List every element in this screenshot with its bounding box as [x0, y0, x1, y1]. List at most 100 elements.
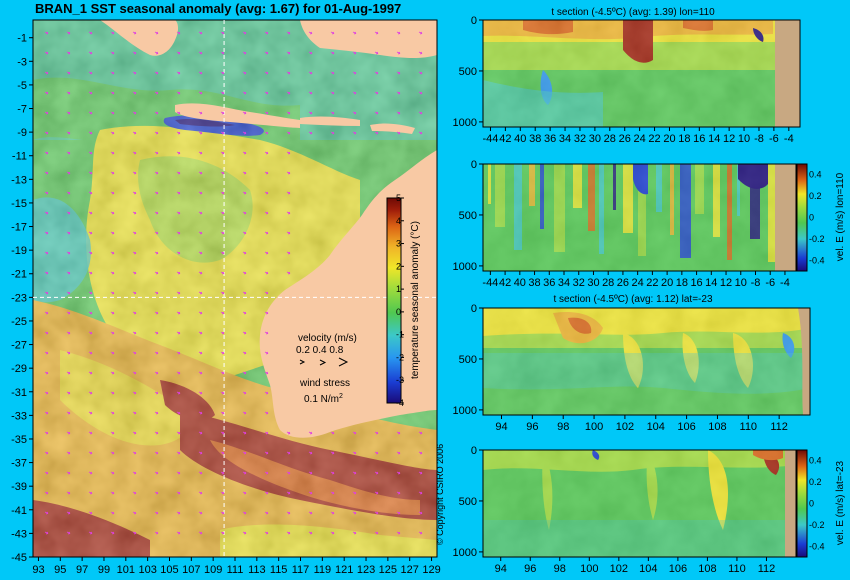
x-tick-label: 94	[495, 563, 507, 575]
wind-arrow	[110, 191, 115, 195]
x-tick-label: 104	[639, 563, 657, 575]
wind-arrow	[198, 91, 203, 95]
wind-arrow	[88, 371, 93, 375]
x-tick-label: 34	[558, 277, 570, 289]
wind-arrow	[44, 371, 49, 375]
wind-arrow	[330, 91, 335, 95]
wind-arrow	[110, 71, 115, 75]
wind-arrow	[88, 471, 93, 475]
wind-arrow	[154, 71, 159, 75]
wind-arrow	[132, 111, 137, 115]
wind-arrow	[286, 51, 291, 55]
wind-arrow	[198, 391, 203, 395]
wind-arrow	[220, 471, 225, 475]
wind-arrow	[220, 531, 225, 535]
map-colorbar-tick-label: -2	[396, 352, 404, 362]
wind-arrow	[154, 31, 159, 35]
wind-arrow	[66, 151, 71, 155]
wind-arrow	[132, 31, 137, 35]
wind-arrow	[176, 431, 181, 435]
map-x-tick-label: 101	[117, 564, 135, 576]
wind-arrow	[154, 111, 159, 115]
wind-arrow	[308, 31, 313, 35]
wind-arrow	[220, 211, 225, 215]
vel-colorbar-tick-label: 0.2	[809, 191, 822, 201]
wind-arrow	[330, 511, 335, 515]
wind-arrow	[264, 511, 269, 515]
wind-arrow	[352, 471, 357, 475]
wind-arrow	[242, 131, 247, 135]
wind-arrow	[242, 51, 247, 55]
wind-arrow	[110, 491, 115, 495]
wind-arrow	[198, 191, 203, 195]
map-x-tick-label: 111	[227, 564, 244, 576]
wind-arrow	[44, 291, 49, 295]
wind-arrow	[220, 331, 225, 335]
vel-colorbar-tick-label: 0	[809, 213, 814, 223]
x-tick-label: 98	[554, 563, 566, 575]
wind-arrow	[44, 51, 49, 55]
wind-arrow	[132, 531, 137, 535]
wind-arrow	[242, 271, 247, 275]
velocity-label: velocity (m/s)	[298, 333, 357, 344]
wind-arrow	[154, 191, 159, 195]
wind-arrow	[220, 391, 225, 395]
wind-arrow	[154, 351, 159, 355]
wind-arrow	[88, 351, 93, 355]
wind-arrow	[352, 91, 357, 95]
wind-arrow	[418, 431, 423, 435]
wind-arrow	[88, 71, 93, 75]
wind-arrow	[264, 391, 269, 395]
map-x-tick-label: 109	[204, 564, 222, 576]
wind-arrow	[220, 91, 225, 95]
section-panel-4: 0.4 0.2 0 -0.2 -0.4 vel. E (m/s) lat=-23 0 50…	[453, 445, 846, 575]
wind-arrow	[198, 331, 203, 335]
wind-arrow	[88, 231, 93, 235]
map-x-tick-label: 119	[314, 564, 332, 576]
wind-arrow	[66, 251, 71, 255]
wind-arrow	[66, 71, 71, 75]
x-tick-label: 32	[574, 133, 586, 145]
wind-arrow	[66, 31, 71, 35]
map-colorbar: 5 4 3 2 1 0 -1 -2 -3 -4 temperature seasonal anom…	[386, 193, 421, 408]
wind-arrow	[198, 351, 203, 355]
wind-arrow	[66, 131, 71, 135]
map-y-tick-label: -13	[11, 174, 27, 186]
panel2-x-ticks: -44 42 40 38 36 34 32 30 28 26 24 22 20 18 16 14 12 10 -8-…	[482, 271, 790, 289]
wind-arrow	[176, 211, 181, 215]
wind-arrow	[176, 531, 181, 535]
panel3-title: t section (-4.5ºC) (avg: 1.12) lat=-23	[554, 294, 713, 305]
wind-arrow	[264, 71, 269, 75]
wind-arrow	[176, 411, 181, 415]
wind-arrow	[44, 91, 49, 95]
x-tick-label: -44	[483, 133, 499, 145]
x-tick-label: 24	[632, 277, 644, 289]
wind-arrow	[418, 511, 423, 515]
wind-arrow	[396, 71, 401, 75]
x-tick-label: 94	[495, 421, 507, 433]
vel-colorbar-tick-label: 0	[809, 499, 814, 509]
wind-arrow	[198, 491, 203, 495]
wind-arrow	[286, 451, 291, 455]
wind-arrow	[110, 131, 115, 135]
wind-arrow	[88, 291, 93, 295]
panel4-colorbar-ticks: 0.4 0.2 0 -0.2 -0.4	[809, 456, 825, 552]
wind-arrow	[242, 71, 247, 75]
wind-arrow	[264, 471, 269, 475]
panel2-colorbar-label: vel. E (m/s) lon=110	[835, 172, 846, 261]
wind-arrow	[396, 451, 401, 455]
wind-arrow	[110, 311, 115, 315]
wind-arrow	[220, 291, 225, 295]
wind-arrow	[242, 91, 247, 95]
wind-arrow	[198, 531, 203, 535]
wind-arrow	[88, 531, 93, 535]
wind-arrow	[330, 131, 335, 135]
wind-arrow	[264, 31, 269, 35]
wind-arrow	[264, 431, 269, 435]
wind-arrow	[220, 451, 225, 455]
x-tick-label: 112	[770, 421, 788, 433]
x-tick-label: -8	[754, 133, 764, 145]
wind-arrow	[330, 471, 335, 475]
wind-arrow	[132, 431, 137, 435]
wind-arrow	[66, 471, 71, 475]
